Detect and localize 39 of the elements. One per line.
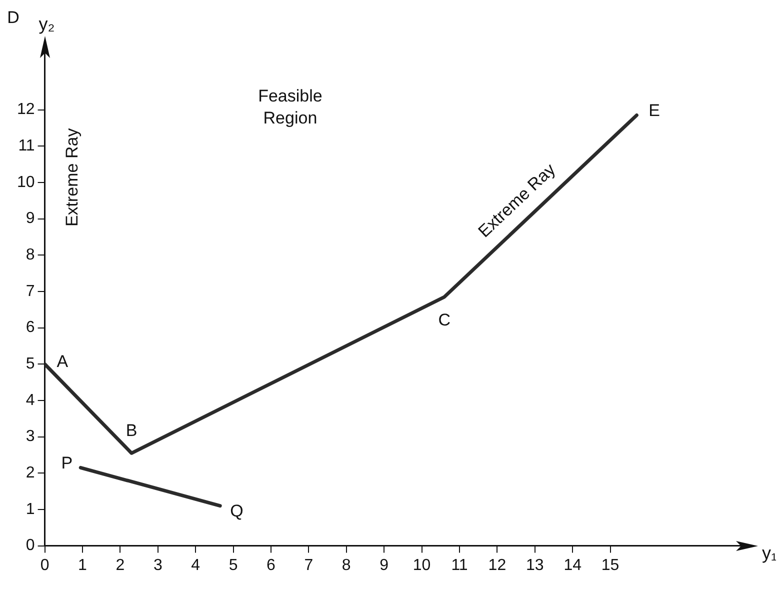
y-tick-label: 1	[26, 500, 35, 518]
y-tick-label: 0	[26, 537, 35, 554]
x-tick-label: 0	[40, 556, 50, 574]
x-tick-label: 12	[488, 556, 506, 574]
x-tick-label: 7	[304, 556, 314, 574]
y-tick-label: 12	[17, 101, 35, 118]
x-tick-label: 13	[526, 556, 544, 574]
annotation: A	[56, 352, 69, 371]
x-tick-label: 11	[451, 556, 468, 574]
annotation: B	[126, 420, 138, 440]
x-tick-label: 14	[564, 556, 582, 574]
x-tick-label: 15	[601, 556, 620, 574]
x-tick-label: 1	[78, 556, 88, 574]
y-tick-label: 3	[26, 428, 35, 446]
x-tick-label: 9	[380, 556, 389, 574]
annotation: Q	[230, 502, 244, 521]
annotation: Feasible Region	[258, 86, 322, 128]
y-tick-label: 8	[26, 246, 35, 264]
y-tick-label: 10	[17, 174, 35, 191]
x-tick-label: 3	[153, 556, 162, 574]
y-tick-label: 5	[26, 356, 35, 373]
annotation: P	[61, 453, 73, 472]
annotation: Extreme Ray	[62, 128, 82, 227]
y-tick-label: 7	[26, 282, 35, 300]
y-tick-label: 11	[18, 138, 35, 155]
text: D	[7, 8, 20, 27]
y-tick-label: 4	[26, 392, 35, 409]
y-tick-label: 6	[26, 319, 35, 336]
x-tick-label: 10	[412, 556, 431, 574]
x-tick-label: 5	[228, 556, 238, 574]
y-axis-title: y₂	[38, 14, 55, 34]
x-tick-label: 6	[266, 556, 276, 574]
annotation: C	[438, 310, 451, 330]
annotation: E	[648, 100, 660, 120]
y-tick-label: 2	[26, 464, 35, 482]
x-tick-label: 8	[342, 556, 351, 574]
x-tick-label: 4	[191, 556, 200, 574]
y-tick-label: 9	[26, 210, 35, 228]
x-tick-label: 2	[116, 556, 125, 574]
